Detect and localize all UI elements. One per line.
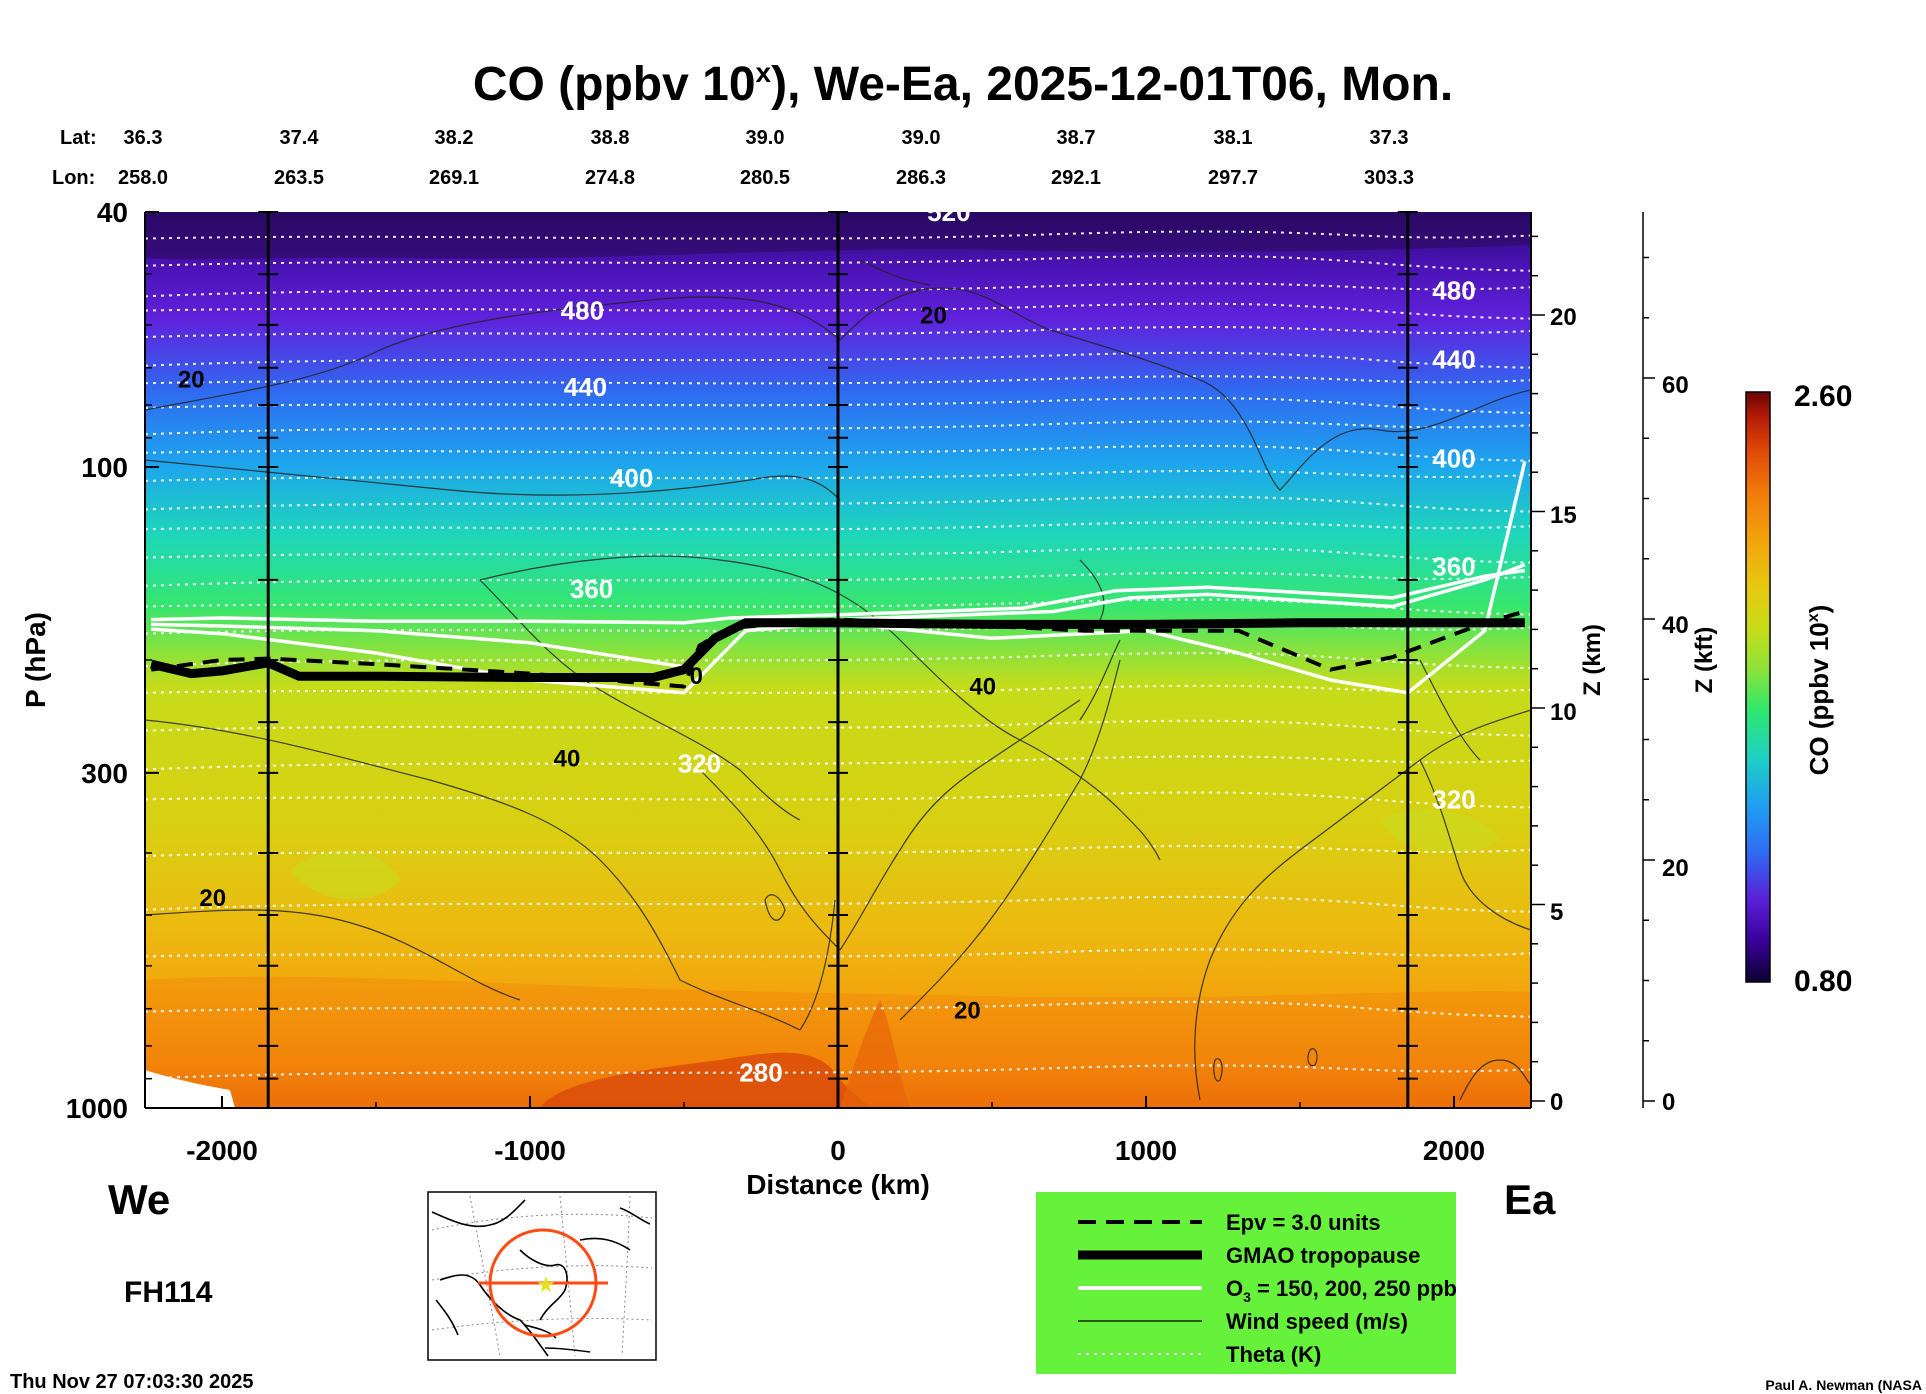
y-axis: 40 100 300 1000 bbox=[66, 197, 159, 1124]
lon-value: 292.1 bbox=[1051, 167, 1101, 189]
theta-label: 400 bbox=[610, 463, 653, 493]
x-tick-label: -1000 bbox=[494, 1135, 566, 1166]
colorbar-max: 2.60 bbox=[1794, 380, 1852, 413]
lon-label: Lon: bbox=[52, 167, 95, 189]
east-label: Ea bbox=[1504, 1176, 1556, 1223]
z-km-tick-label: 20 bbox=[1550, 304, 1577, 331]
west-label: We bbox=[108, 1176, 170, 1223]
x-axis: -2000 -1000 0 1000 2000 bbox=[186, 1096, 1485, 1166]
colorbar: 2.60 0.80 CO (ppbv 10x) bbox=[1745, 380, 1852, 998]
z-km-tick-label: 5 bbox=[1550, 899, 1563, 926]
wind-contours bbox=[145, 259, 1531, 1101]
wind-label: 40 bbox=[969, 674, 996, 701]
y-tick-label: 40 bbox=[97, 197, 128, 228]
lat-value: 36.3 bbox=[124, 127, 163, 149]
theta-label: 320 bbox=[678, 748, 721, 778]
lat-label: Lat: bbox=[60, 127, 97, 149]
z-km-axis: 0 5 10 15 20 bbox=[1530, 212, 1577, 1116]
z-kft-tick-label: 40 bbox=[1662, 612, 1689, 639]
lat-value: 38.1 bbox=[1214, 127, 1253, 149]
legend-label: Wind speed (m/s) bbox=[1226, 1309, 1408, 1334]
legend: Epv = 3.0 units GMAO tropopause O3 = 150, … bbox=[1036, 1192, 1457, 1374]
lat-value: 39.0 bbox=[902, 127, 941, 149]
lat-value: 38.2 bbox=[435, 127, 474, 149]
wind-label: 20 bbox=[920, 302, 947, 329]
lon-value: 280.5 bbox=[740, 167, 790, 189]
x-axis-label: Distance (km) bbox=[746, 1169, 930, 1200]
lat-value: 38.7 bbox=[1057, 127, 1096, 149]
lon-value: 258.0 bbox=[118, 167, 168, 189]
theta-label: 280 bbox=[739, 1057, 782, 1087]
z-kft-axis: 0 20 40 60 bbox=[1642, 212, 1689, 1116]
lon-value: 297.7 bbox=[1208, 167, 1258, 189]
colorbar-min: 0.80 bbox=[1794, 965, 1852, 998]
forecast-hour: FH114 bbox=[124, 1276, 213, 1309]
section-verticals bbox=[258, 211, 1418, 1109]
wind-label: 20 bbox=[954, 998, 981, 1025]
legend-label: Epv = 3.0 units bbox=[1226, 1210, 1381, 1235]
theta-label: 440 bbox=[564, 372, 607, 402]
lat-value: 37.3 bbox=[1370, 127, 1409, 149]
colorbar-gradient bbox=[1745, 391, 1771, 983]
lon-value: 263.5 bbox=[274, 167, 324, 189]
lat-value: 38.8 bbox=[591, 127, 630, 149]
theta-label: 440 bbox=[1432, 345, 1475, 375]
lon-value: 286.3 bbox=[896, 167, 946, 189]
wind-label: 20 bbox=[199, 885, 226, 912]
z-km-label: Z (km) bbox=[1579, 624, 1606, 696]
z-km-tick-label: 10 bbox=[1550, 699, 1577, 726]
theta-label: 480 bbox=[561, 296, 604, 326]
lat-value: 37.4 bbox=[280, 127, 320, 149]
theta-label: 400 bbox=[1432, 444, 1475, 474]
z-kft-tick-label: 60 bbox=[1662, 372, 1689, 399]
wind-label: 0 bbox=[690, 663, 703, 690]
theta-label: 360 bbox=[570, 574, 613, 604]
theta-label: 320 bbox=[1432, 784, 1475, 814]
y-tick-label: 300 bbox=[81, 758, 128, 789]
x-tick-label: 0 bbox=[830, 1135, 846, 1166]
z-kft-tick-label: 20 bbox=[1662, 855, 1689, 882]
y-axis-label: P (hPa) bbox=[20, 612, 51, 708]
y-tick-label: 1000 bbox=[66, 1093, 128, 1124]
theta-label: 480 bbox=[1432, 275, 1475, 305]
x-tick-label: 2000 bbox=[1423, 1135, 1485, 1166]
theta-label: 360 bbox=[1432, 552, 1475, 582]
lon-value: 303.3 bbox=[1364, 167, 1414, 189]
series-line bbox=[151, 460, 1527, 695]
svg-text:★: ★ bbox=[536, 1273, 556, 1298]
legend-label: GMAO tropopause bbox=[1226, 1243, 1420, 1268]
y-tick-label: 100 bbox=[81, 452, 128, 483]
lon-value: 269.1 bbox=[429, 167, 479, 189]
colorbar-label: CO (ppbv 10x) bbox=[1804, 605, 1834, 776]
lat-value: 39.0 bbox=[746, 127, 785, 149]
z-km-tick-label: 0 bbox=[1550, 1089, 1563, 1116]
z-kft-label: Z (kft) bbox=[1691, 627, 1718, 694]
legend-label: Theta (K) bbox=[1226, 1342, 1321, 1367]
credit: Paul A. Newman (NASA bbox=[1765, 1377, 1922, 1393]
chart-title: CO (ppbv 10x), We-Ea, 2025-12-01T06, Mon… bbox=[473, 57, 1453, 111]
z-km-tick-label: 15 bbox=[1550, 502, 1577, 529]
series-line bbox=[150, 618, 1525, 682]
lon-value: 274.8 bbox=[585, 167, 635, 189]
theta-label: 520 bbox=[927, 197, 970, 227]
wind-label: 40 bbox=[554, 746, 581, 773]
wind-label: 20 bbox=[178, 366, 205, 393]
x-tick-label: 1000 bbox=[1115, 1135, 1177, 1166]
z-kft-tick-label: 0 bbox=[1662, 1089, 1675, 1116]
x-tick-label: -2000 bbox=[186, 1135, 258, 1166]
legend-label: O3 = 150, 200, 250 ppb bbox=[1226, 1276, 1457, 1305]
lat-lon-header: Lat: Lon: 36.3 37.4 38.2 38.8 39.0 39.0 38.7 38.1… bbox=[52, 127, 1414, 189]
location-map: ★ bbox=[427, 1191, 657, 1361]
timestamp: Thu Nov 27 07:03:30 2025 bbox=[10, 1371, 253, 1393]
